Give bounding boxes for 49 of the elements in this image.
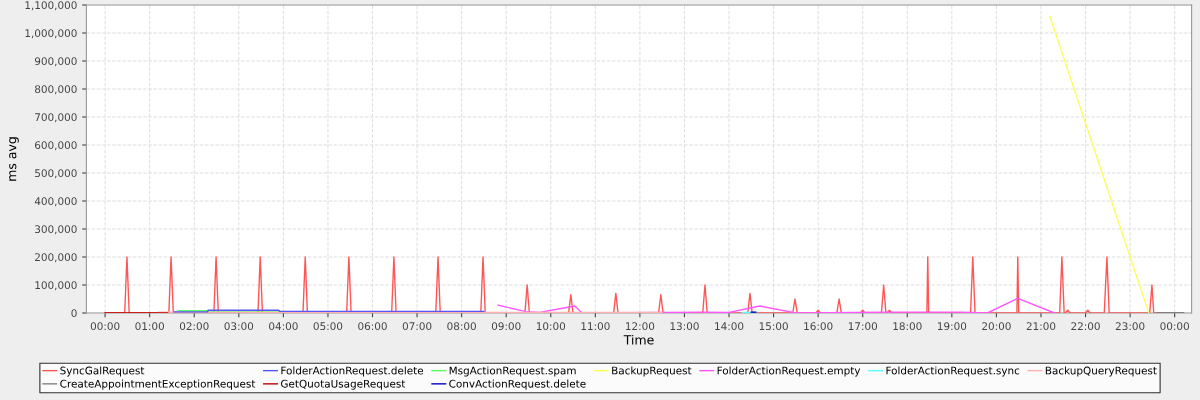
legend-label: SyncGalRequest [60,366,145,377]
x-tick-label: 04:00 [269,322,298,331]
x-axis-title: Time [623,334,654,345]
y-tick-label: 1,100,000 [25,1,77,11]
x-tick-label: 17:00 [848,322,878,331]
x-tick-label: 01:00 [135,322,164,331]
y-tick-label: 200,000 [35,253,77,263]
x-tick-label: 13:00 [670,322,699,331]
y-tick-label: 900,000 [34,57,77,67]
x-tick-label: 00:00 [90,322,120,331]
legend-label: MsgActionRequest.spam [449,366,576,377]
legend-label: FolderActionRequest.sync [886,366,1020,377]
x-tick-label: 12:00 [626,322,655,331]
legend-label: BackupQueryRequest [1045,366,1157,377]
y-tick-label: 1,000,000 [25,29,77,39]
y-tick-label: 500,000 [35,169,77,179]
x-tick-label: 00:00 [1160,322,1189,331]
x-tick-label: 07:00 [402,322,432,331]
x-tick-label: 16:00 [804,322,833,331]
legend-label: FolderActionRequest.empty [717,366,861,377]
x-tick-label: 03:00 [224,322,254,331]
legend-label: GetQuotaUsageRequest [281,379,406,390]
x-tick-label: 02:00 [179,322,209,331]
y-tick-label: 300,000 [35,225,77,235]
y-tick-label: 400,000 [34,197,77,207]
legend-label: CreateAppointmentExceptionRequest [60,379,256,390]
x-tick-label: 19:00 [937,322,967,331]
y-tick-label: 700,000 [35,113,77,123]
x-tick-label: 06:00 [358,322,387,331]
legend-label: ConvActionRequest.delete [449,379,586,390]
x-tick-label: 10:00 [536,322,566,331]
x-tick-label: 11:00 [581,322,610,331]
legend-label: BackupRequest [612,366,692,377]
x-tick-label: 14:00 [715,322,744,331]
x-tick-label: 18:00 [893,322,922,331]
y-tick-label: 0 [71,309,77,318]
y-tick-label: 100,000 [35,281,77,291]
x-tick-label: 22:00 [1071,322,1100,331]
x-tick-label: 15:00 [759,322,788,331]
x-tick-label: 09:00 [491,322,521,331]
legend-label: FolderActionRequest.delete [281,366,424,377]
x-tick-label: 05:00 [313,322,343,331]
x-tick-label: 23:00 [1115,322,1145,331]
y-tick-label: 600,000 [35,141,77,151]
y-tick-label: 800,000 [35,85,77,95]
x-tick-label: 21:00 [1026,322,1056,331]
y-axis-title: ms avg [9,137,19,181]
x-tick-label: 20:00 [982,322,1011,331]
x-tick-label: 08:00 [447,322,476,331]
